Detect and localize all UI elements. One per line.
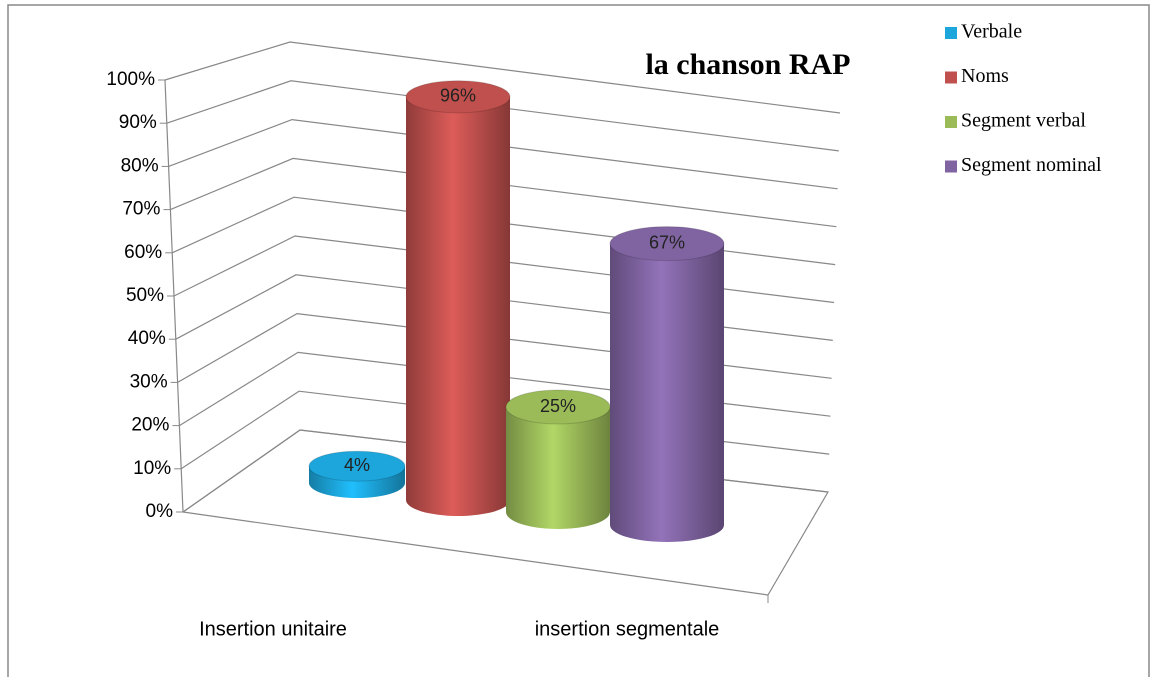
axis-line [182, 511, 769, 596]
grid-line [164, 41, 841, 114]
y-tick-label: 100% [106, 69, 155, 90]
y-tick-label: 20% [131, 415, 169, 436]
cylinder [406, 96, 510, 517]
cylinder [610, 243, 724, 542]
grid-line [170, 157, 837, 228]
legend-label: Segment nominal [961, 154, 1102, 176]
grid-line [166, 80, 839, 152]
cylinder-top [609, 226, 725, 262]
y-tick-label: 70% [122, 199, 160, 220]
legend-label: Verbale [961, 21, 1022, 43]
y-tick-label: 50% [126, 285, 164, 306]
legend-swatch [945, 27, 957, 39]
data-label: 4% [344, 455, 370, 475]
legend-swatch [945, 116, 957, 128]
y-tick-label: 40% [128, 328, 166, 349]
axis-line [164, 79, 184, 513]
y-tick-label: 80% [121, 155, 159, 176]
y-tick-label: 30% [130, 371, 168, 392]
x-tick-label: Insertion unitaire [199, 618, 347, 640]
y-tick-label: 90% [119, 112, 157, 133]
y-tick-label: 60% [124, 242, 162, 263]
legend-swatch [945, 71, 957, 84]
cylinder-top [308, 450, 406, 482]
data-label: 96% [440, 86, 476, 106]
grid-line [168, 118, 838, 190]
chart-title: la chanson RAP [645, 48, 850, 81]
legend-label: Segment verbal [961, 110, 1086, 132]
data-label: 25% [540, 396, 576, 416]
x-tick-label: insertion segmentale [535, 618, 720, 640]
data-label: 67% [649, 232, 685, 252]
y-tick-label: 10% [133, 458, 171, 479]
legend-swatch [945, 160, 957, 173]
y-tick-label: 0% [146, 501, 174, 522]
cylinder-top [405, 80, 511, 114]
chart-border [7, 4, 1150, 677]
legend-label: Noms [961, 65, 1009, 87]
cylinder [506, 407, 610, 529]
